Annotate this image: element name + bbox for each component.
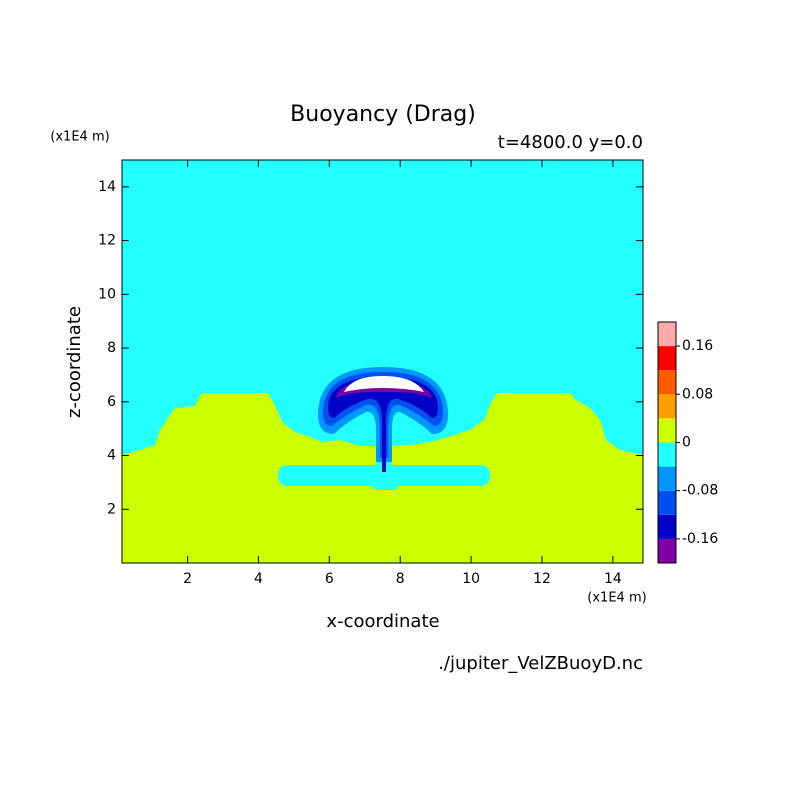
colorbar-box bbox=[658, 394, 676, 419]
x-tick-label: 10 bbox=[462, 571, 480, 587]
colorbar-tick-label: -0.08 bbox=[682, 483, 718, 499]
x-tick-label: 14 bbox=[604, 571, 622, 587]
colorbar-box bbox=[658, 514, 676, 539]
source-file: ./jupiter_VelZBuoyD.nc bbox=[438, 653, 643, 674]
x-tick-label: 6 bbox=[325, 571, 334, 587]
y-unit: (x1E4 m) bbox=[50, 130, 109, 145]
x-tick-label: 12 bbox=[533, 571, 551, 587]
x-tick-label: 2 bbox=[183, 571, 192, 587]
contour-region bbox=[328, 377, 438, 472]
contour-region bbox=[278, 465, 490, 486]
colorbar-tick-label: 0.08 bbox=[682, 386, 713, 402]
y-tick-label: 14 bbox=[98, 179, 116, 195]
plot-frame bbox=[121, 159, 644, 564]
x-tick-label: 8 bbox=[396, 571, 405, 587]
colorbar-box bbox=[658, 322, 676, 347]
colorbar-box bbox=[658, 442, 676, 467]
y-tick-label: 12 bbox=[98, 233, 116, 249]
colorbar-box bbox=[658, 370, 676, 395]
contour-field bbox=[122, 160, 643, 563]
colorbar-tick-label: -0.16 bbox=[682, 531, 718, 547]
x-unit: (x1E4 m) bbox=[587, 591, 646, 606]
y-axis-label: z-coordinate bbox=[64, 306, 85, 418]
axes: 2 4 6 8 10 12 14 2 4 6 8 10 12 14 -0.16 -0.08 0 0.08 0.16 bbox=[98, 160, 718, 587]
y-tick-label: 10 bbox=[98, 286, 116, 302]
colorbar-box bbox=[658, 538, 676, 563]
contour-region bbox=[372, 476, 398, 490]
y-tick-label: 4 bbox=[107, 448, 116, 464]
x-axis-label: x-coordinate bbox=[326, 611, 439, 632]
colorbar-box bbox=[658, 418, 676, 443]
colorbar-box bbox=[658, 466, 676, 491]
y-tick-label: 8 bbox=[107, 340, 116, 356]
y-tick-label: 6 bbox=[107, 394, 116, 410]
chart-title: Buoyancy (Drag) bbox=[290, 102, 476, 127]
y-tick-label: 2 bbox=[107, 501, 116, 517]
colorbar-box bbox=[658, 346, 676, 371]
chart-subtitle: t=4800.0 y=0.0 bbox=[498, 132, 643, 153]
out-of-range-region bbox=[344, 376, 424, 392]
colorbar-tick-label: 0.16 bbox=[682, 338, 713, 354]
x-tick-label: 4 bbox=[254, 571, 263, 587]
colorbar-tick-label: 0 bbox=[682, 435, 691, 451]
colorbar-box bbox=[658, 490, 676, 515]
